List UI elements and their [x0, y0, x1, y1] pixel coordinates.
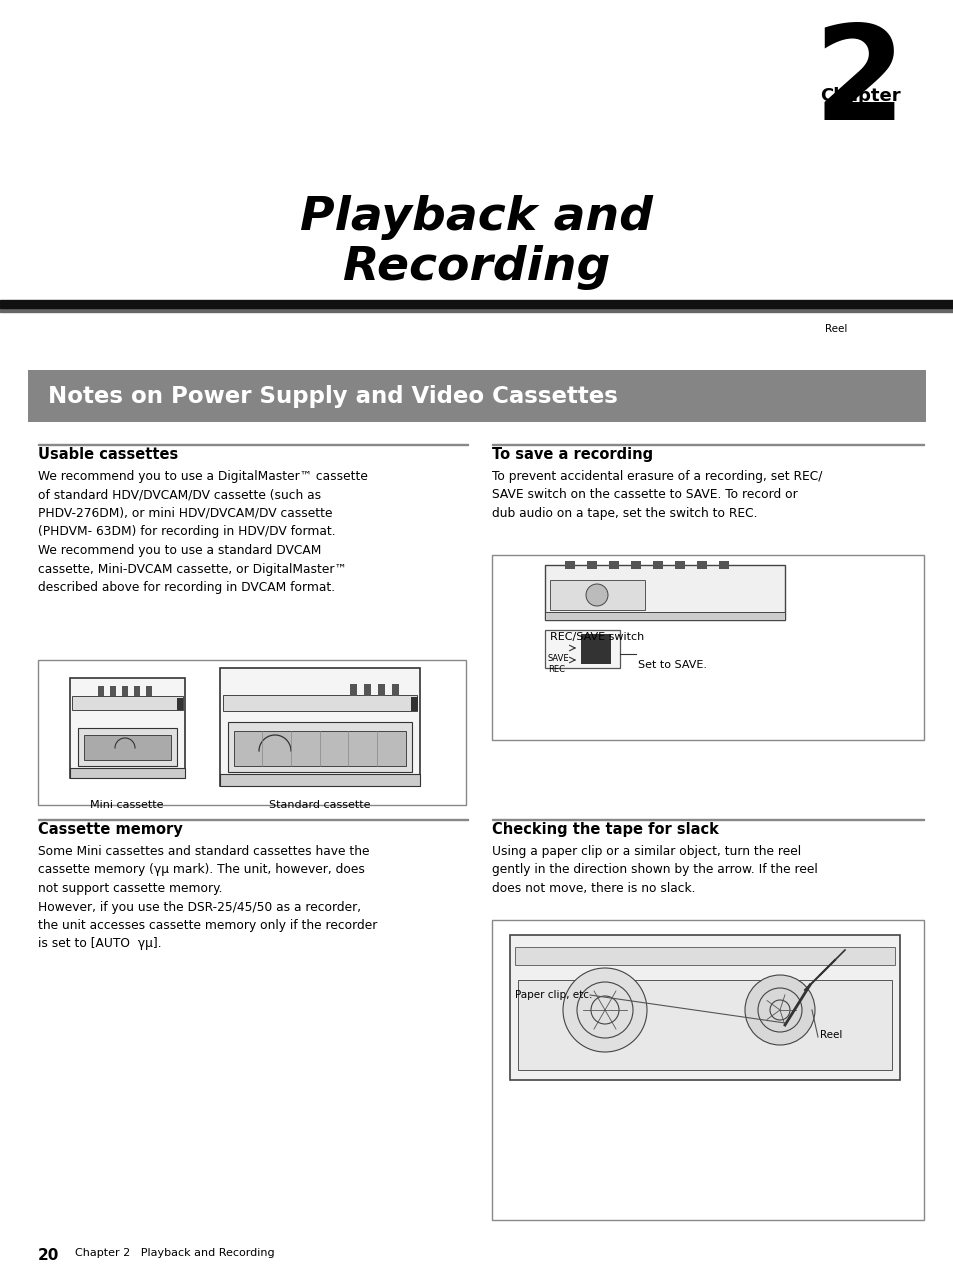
Bar [544, 612, 784, 620]
Bar [350, 684, 356, 696]
Text: Playback and: Playback and [300, 195, 653, 240]
Bar [364, 684, 371, 696]
Circle shape [585, 583, 607, 606]
Bar [28, 369, 925, 422]
Text: Chapter 2   Playback and Recording: Chapter 2 Playback and Recording [75, 1249, 274, 1257]
Bar [228, 722, 412, 772]
Bar [719, 561, 728, 569]
Bar [697, 561, 706, 569]
Bar [492, 443, 923, 445]
Bar [98, 685, 104, 696]
Text: 2: 2 [812, 20, 904, 147]
Text: Paper clip, etc.: Paper clip, etc. [515, 990, 592, 1000]
Bar [122, 685, 128, 696]
Text: To prevent accidental erasure of a recording, set REC/
SAVE switch on the casset: To prevent accidental erasure of a recor… [492, 470, 821, 520]
Bar [675, 561, 684, 569]
Bar [38, 443, 468, 445]
Bar [510, 935, 899, 1080]
Bar [84, 735, 171, 761]
Bar [544, 631, 619, 668]
Text: To save a recording: To save a recording [492, 447, 653, 462]
Bar [580, 634, 610, 664]
Bar [564, 561, 575, 569]
Bar [223, 696, 416, 711]
Bar [133, 685, 140, 696]
Text: REC: REC [547, 665, 564, 674]
Bar [586, 561, 597, 569]
Bar [78, 727, 177, 766]
Text: REC/SAVE switch: REC/SAVE switch [550, 632, 643, 642]
Bar [38, 818, 468, 820]
Bar [71, 696, 183, 710]
Bar [220, 775, 419, 786]
Text: Checking the tape for slack: Checking the tape for slack [492, 822, 719, 837]
Text: Standard cassette: Standard cassette [269, 800, 371, 810]
Bar [177, 698, 183, 710]
Text: Chapter: Chapter [820, 87, 900, 104]
Circle shape [744, 975, 814, 1045]
Bar [220, 668, 419, 786]
Text: 20: 20 [38, 1249, 59, 1263]
Text: Mini cassette: Mini cassette [91, 800, 164, 810]
Bar [492, 920, 923, 1220]
Bar [517, 980, 891, 1070]
Circle shape [562, 968, 646, 1052]
Bar [515, 947, 894, 964]
Bar [492, 555, 923, 740]
Bar [411, 697, 417, 711]
Bar [146, 685, 152, 696]
Bar [608, 561, 618, 569]
Bar [110, 685, 116, 696]
Bar [492, 818, 923, 820]
Bar [550, 580, 644, 610]
Bar [70, 768, 185, 778]
Bar [544, 564, 784, 620]
Text: Using a paper clip or a similar object, turn the reel
gently in the direction sh: Using a paper clip or a similar object, … [492, 845, 817, 896]
Text: Reel: Reel [824, 324, 846, 334]
Text: Reel: Reel [820, 1029, 841, 1040]
Text: Set to SAVE.: Set to SAVE. [638, 660, 706, 670]
Text: Cassette memory: Cassette memory [38, 822, 183, 837]
Bar [377, 684, 385, 696]
Bar [233, 731, 406, 766]
Text: Usable cassettes: Usable cassettes [38, 447, 178, 462]
Text: Recording: Recording [343, 245, 610, 290]
Bar [70, 678, 185, 778]
Bar [38, 660, 465, 805]
Bar [630, 561, 640, 569]
Bar [652, 561, 662, 569]
Bar [392, 684, 398, 696]
Bar [0, 299, 953, 308]
Text: Some Mini cassettes and standard cassettes have the
cassette memory (γμ mark). T: Some Mini cassettes and standard cassett… [38, 845, 377, 950]
Bar [0, 310, 953, 312]
Text: Notes on Power Supply and Video Cassettes: Notes on Power Supply and Video Cassette… [48, 385, 618, 408]
Text: SAVE: SAVE [547, 654, 569, 662]
Text: We recommend you to use a DigitalMaster™ cassette
of standard HDV/DVCAM/DV casse: We recommend you to use a DigitalMaster™… [38, 470, 368, 594]
